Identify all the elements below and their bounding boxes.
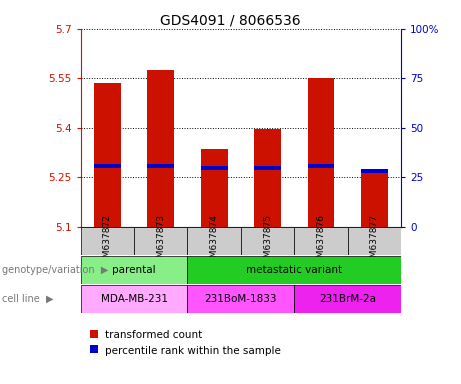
Text: genotype/variation  ▶: genotype/variation ▶ <box>2 265 109 275</box>
Bar <box>148 164 174 167</box>
Bar <box>81 285 188 313</box>
Text: GSM637876: GSM637876 <box>316 214 325 269</box>
Text: MDA-MB-231: MDA-MB-231 <box>100 294 168 304</box>
Bar <box>254 166 281 170</box>
Bar <box>307 164 334 167</box>
Bar <box>361 170 388 227</box>
Bar <box>188 256 401 284</box>
Bar <box>134 227 188 255</box>
Bar <box>361 169 388 172</box>
Bar <box>188 227 241 255</box>
Bar <box>188 285 294 313</box>
Bar <box>307 78 334 227</box>
Text: transformed count: transformed count <box>105 330 202 340</box>
Text: percentile rank within the sample: percentile rank within the sample <box>105 346 281 356</box>
Bar <box>201 166 228 170</box>
Bar <box>348 227 401 255</box>
Bar <box>94 164 121 167</box>
Text: cell line  ▶: cell line ▶ <box>2 294 54 304</box>
Text: GSM637875: GSM637875 <box>263 214 272 269</box>
Text: GSM637872: GSM637872 <box>103 214 112 269</box>
Text: 231BoM-1833: 231BoM-1833 <box>205 294 277 304</box>
Bar <box>241 227 294 255</box>
Text: GDS4091 / 8066536: GDS4091 / 8066536 <box>160 13 301 27</box>
Bar <box>94 83 121 227</box>
Bar <box>294 227 348 255</box>
Text: GSM637877: GSM637877 <box>370 214 379 269</box>
Bar <box>148 70 174 227</box>
Text: metastatic variant: metastatic variant <box>246 265 343 275</box>
Bar <box>81 227 134 255</box>
Text: parental: parental <box>112 265 156 275</box>
Text: GSM637874: GSM637874 <box>210 214 219 269</box>
Bar <box>254 129 281 227</box>
Bar <box>294 285 401 313</box>
Bar <box>81 256 188 284</box>
Text: 231BrM-2a: 231BrM-2a <box>319 294 376 304</box>
Text: GSM637873: GSM637873 <box>156 214 165 269</box>
Bar <box>201 149 228 227</box>
